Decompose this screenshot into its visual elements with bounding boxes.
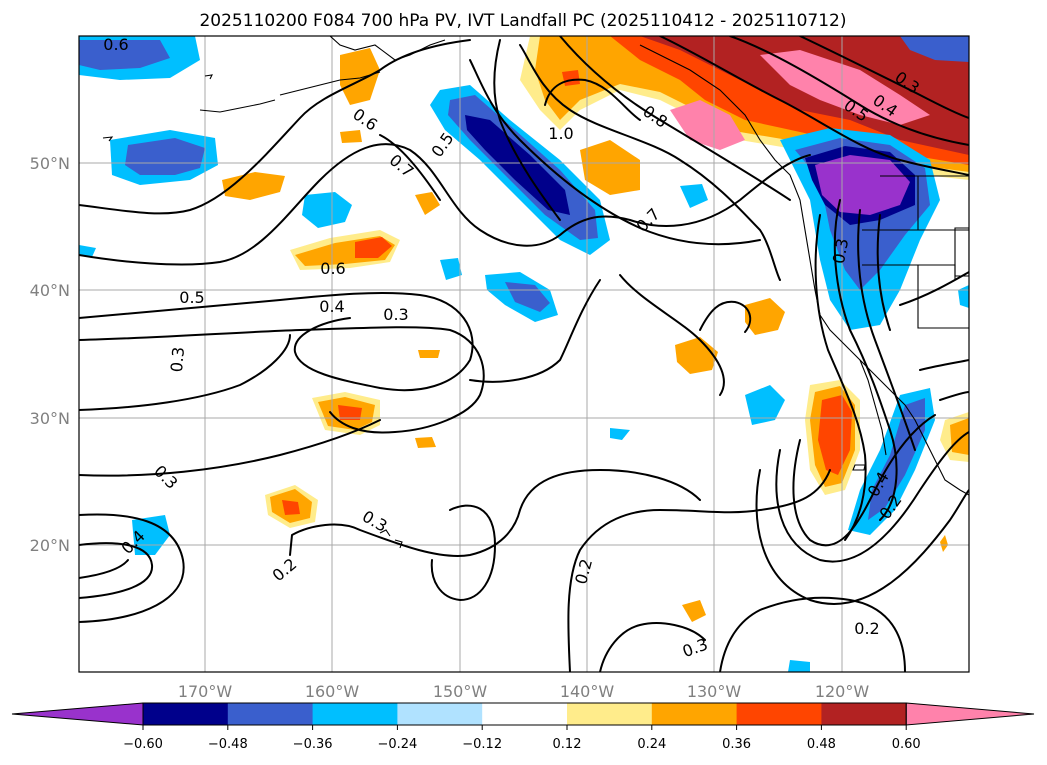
positive-anomaly-blob: [418, 350, 440, 358]
colorbar-segment: [482, 703, 568, 725]
colorbar-extend-min: [11, 702, 144, 726]
colorbar: −0.60 −0.48 −0.36 −0.24 −0.12 0.12 0.24 0.36 0.4…: [11, 702, 1035, 752]
positive-anomaly-blob: [340, 48, 380, 105]
contour-label: 0.2: [854, 619, 879, 638]
colorbar-outline: [142, 702, 907, 726]
colorbar-tick-label: 0.60: [892, 737, 921, 752]
positive-anomaly-blob: [682, 600, 706, 622]
colorbar-tick-label: 0.12: [553, 737, 582, 752]
map-frame: [78, 35, 970, 673]
positive-anomaly-blob: [415, 437, 436, 448]
lat-label: 50°N: [30, 154, 70, 173]
lon-label: 140°W: [560, 682, 615, 701]
positive-anomaly-blob: [950, 418, 969, 455]
positive-anomaly-blob: [415, 192, 440, 215]
negative-anomaly-nw: [79, 40, 170, 70]
negative-anomaly-nw: [302, 192, 352, 228]
negative-anomaly-se: [610, 428, 630, 440]
colorbar-tick-label: −0.36: [293, 737, 333, 752]
colorbar-segment: [312, 703, 398, 725]
pv-shading: [79, 36, 969, 672]
colorbar-tick-label: −0.12: [462, 737, 502, 752]
colorbar-tick-label: −0.60: [123, 737, 163, 752]
contour-label: 0.6: [320, 259, 345, 278]
colorbar-segment: [397, 703, 483, 725]
negative-anomaly-nw: [815, 155, 910, 215]
lat-label: 40°N: [30, 281, 70, 300]
negative-anomaly-se: [745, 385, 785, 425]
colorbar-segment: [227, 703, 314, 725]
negative-anomaly-nw: [958, 285, 969, 308]
contour-label: 0.3: [829, 237, 852, 265]
positive-anomaly-ne: [580, 140, 640, 195]
negative-anomaly-nw: [125, 138, 205, 175]
positive-anomaly-blob: [338, 405, 362, 420]
lat-axis-labels: 50°N 40°N 30°N 20°N: [30, 154, 70, 555]
colorbar-tick-label: 0.36: [722, 737, 751, 752]
pv-contours: [79, 36, 969, 672]
positive-anomaly-ne: [562, 70, 580, 86]
colorbar-tick-label: 0.48: [807, 737, 836, 752]
positive-anomaly-ne: [760, 50, 930, 125]
lat-label: 20°N: [30, 536, 70, 555]
lon-label: 130°W: [687, 682, 742, 701]
lat-label: 30°N: [30, 409, 70, 428]
positive-anomaly-blob: [222, 172, 285, 200]
positive-anomaly-blob: [818, 395, 852, 475]
contour-label: 0.5: [179, 288, 204, 307]
contour-label: 0.4: [319, 297, 344, 316]
negative-anomaly-nw: [79, 245, 96, 257]
colorbar-segment: [821, 703, 907, 725]
negative-anomaly-se: [788, 660, 810, 672]
colorbar-segment: [143, 703, 229, 725]
positive-anomaly-blob: [340, 130, 362, 143]
figure-title: 2025110200 F084 700 hPa PV, IVT Landfall…: [199, 11, 846, 31]
colorbar-tick-label: 0.24: [637, 737, 666, 752]
positive-anomaly-blob: [355, 237, 392, 258]
negative-anomaly-central: [465, 115, 570, 215]
colorbar-tick-label: −0.24: [377, 737, 417, 752]
positive-anomaly-blob: [940, 535, 948, 552]
contour-label: 0.3: [167, 346, 188, 373]
lon-axis-labels: 170°W 160°W 150°W 140°W 130°W 120°W: [178, 682, 870, 701]
positive-anomaly-ne: [640, 36, 969, 155]
colorbar-segment: [567, 703, 653, 725]
contour-label: 1.0: [548, 124, 573, 143]
negative-anomaly-nw: [900, 36, 969, 62]
contour-label: 0.6: [103, 35, 128, 54]
colorbar-extend-max: [905, 702, 1035, 726]
map-panel: 0.6 0.6 0.5 1.0 0.8 0.5 0.4 0.3 0.7 0.7 …: [79, 35, 969, 672]
positive-anomaly-blob: [745, 298, 785, 335]
positive-anomaly-blob: [282, 500, 300, 515]
colorbar-segment: [651, 703, 738, 725]
colorbar-tick-label: −0.48: [208, 737, 248, 752]
lon-label: 150°W: [433, 682, 488, 701]
lon-label: 170°W: [178, 682, 233, 701]
colorbar-segment: [736, 703, 822, 725]
contour-label: 0.3: [383, 305, 408, 324]
negative-anomaly-nw: [680, 184, 708, 208]
negative-anomaly-nw: [440, 258, 462, 280]
lon-label: 160°W: [305, 682, 360, 701]
lon-label: 120°W: [815, 682, 870, 701]
